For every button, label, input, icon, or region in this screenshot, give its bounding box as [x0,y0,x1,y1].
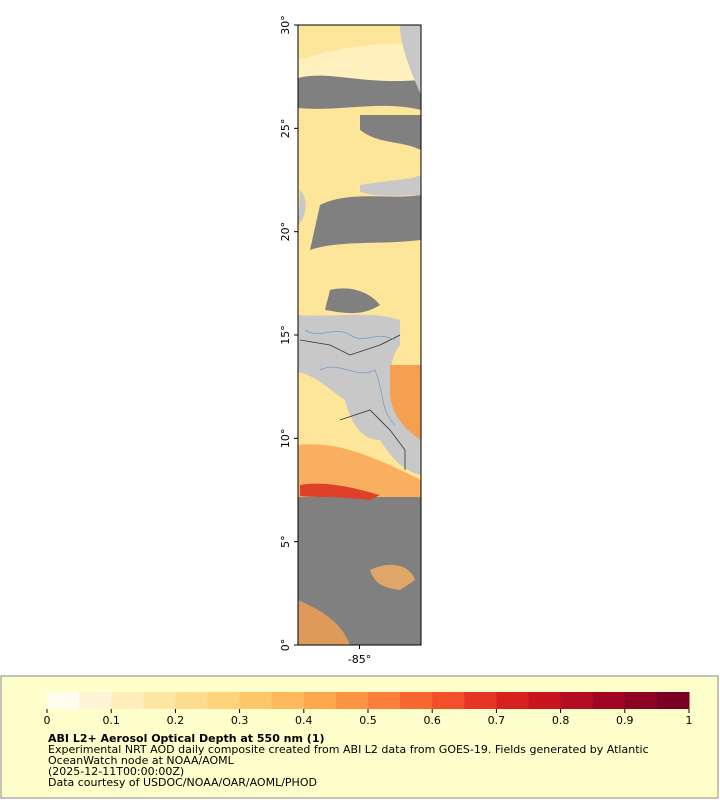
colorbar-swatch [464,692,497,709]
colorbar-tick-label: 0.2 [167,714,185,727]
colorbar-swatch [528,692,562,709]
colorbar: 0 0.1 0.2 0.3 0.4 0.5 0.6 0.7 0.8 0.9 1 [44,692,693,727]
colorbar-swatch [143,692,176,709]
colorbar-swatch [239,692,273,709]
aod-field [300,483,380,500]
colorbar-swatch [271,692,305,709]
y-tick-label: 15° [279,325,292,345]
y-tick-label: 5° [279,535,292,548]
colorbar-swatch [624,692,658,709]
colorbar-swatch [432,692,465,709]
x-tick-label: -85° [348,653,371,666]
colorbar-swatch [175,692,208,709]
land [298,190,306,225]
colorbar-tick-label: 0 [44,714,51,727]
colorbar-swatch [400,692,433,709]
no-data-area [325,288,380,314]
colorbar-swatch [496,692,529,709]
no-data-area [310,195,421,250]
legend-line: Experimental NRT AOD daily composite cre… [48,743,649,756]
border [339,409,406,470]
colorbar-tick-label: 0.4 [295,714,313,727]
colorbar-swatch [592,692,626,709]
y-tick-label: 0° [279,639,292,652]
land [400,25,421,95]
legend-line: OceanWatch node at NOAA/AOML [48,754,235,767]
land [298,314,421,475]
colorbar-swatch [303,692,337,709]
colorbar-tick-label: 0.5 [359,714,377,727]
colorbar-swatch [335,692,369,709]
legend-line: Data courtesy of USDOC/NOAA/OAR/AOML/PHO… [48,776,317,789]
aod-field [370,564,415,590]
colorbar-tick-label: 0.8 [552,714,570,727]
colorbar-swatch [111,692,144,709]
map-image [298,25,421,645]
colorbar-swatch [368,692,401,709]
land [360,175,421,196]
y-tick-label: 20° [279,222,292,242]
aod-field [390,365,421,440]
colorbar-swatch [207,692,241,709]
aod-field [298,444,421,497]
colorbar-swatch [79,692,112,709]
colorbar-tick-label: 0.1 [102,714,120,727]
y-tick-label: 25° [279,119,292,139]
aod-field [298,600,350,645]
legend-title: ABI L2+ Aerosol Optical Depth at 550 nm … [48,732,325,745]
colorbar-tick-label: 0.7 [488,714,506,727]
colorbar-tick-label: 1 [686,714,693,727]
colorbar-swatch [656,692,690,709]
no-data-area [360,115,421,150]
river [319,366,396,426]
legend-line: (2025-12-11T00:00:00Z) [48,765,184,778]
colorbar-tick-label: 0.6 [423,714,441,727]
colorbar-tick-label: 0.3 [231,714,249,727]
colorbar-swatch [560,692,594,709]
y-tick-label: 30° [279,15,292,35]
colorbar-tick-label: 0.9 [616,714,634,727]
axes: 0° 5° 10° 15° 20° 25° 30° -85° [279,15,371,666]
river [304,329,396,341]
border [299,334,401,356]
no-data-area [298,75,421,110]
y-tick-label: 10° [279,429,292,449]
colorbar-swatch [47,692,80,709]
